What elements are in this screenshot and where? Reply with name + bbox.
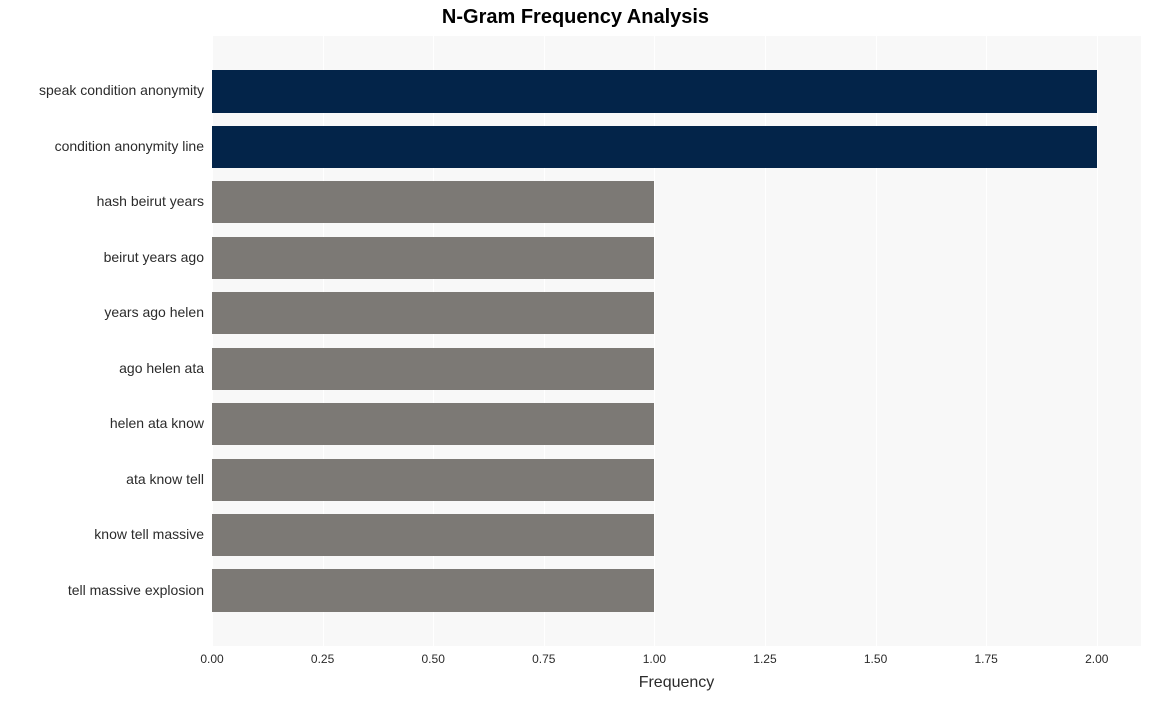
bar [212,348,654,390]
bar [212,459,654,501]
x-tick-label: 1.25 [753,652,776,666]
x-tick-label: 0.75 [532,652,555,666]
bar [212,181,654,223]
chart-title: N-Gram Frequency Analysis [0,6,1151,29]
x-tick-label: 0.00 [200,652,223,666]
y-tick-label: condition anonymity line [2,138,204,154]
y-tick-label: ata know tell [2,471,204,487]
bar [212,70,1097,112]
x-tick-label: 1.75 [974,652,997,666]
x-tick-label: 0.50 [422,652,445,666]
y-tick-label: beirut years ago [2,249,204,265]
bar [212,126,1097,168]
bar [212,292,654,334]
x-axis-title: Frequency [212,674,1141,692]
y-tick-label: hash beirut years [2,193,204,209]
bar [212,569,654,611]
plot-area [212,36,1141,646]
x-tick-label: 2.00 [1085,652,1108,666]
bar [212,514,654,556]
y-tick-label: tell massive explosion [2,582,204,598]
y-tick-label: know tell massive [2,526,204,542]
ngram-frequency-chart: N-Gram Frequency Analysis speak conditio… [0,0,1151,701]
x-tick-label: 1.00 [643,652,666,666]
y-tick-label: ago helen ata [2,360,204,376]
y-tick-label: helen ata know [2,415,204,431]
y-tick-label: years ago helen [2,304,204,320]
x-tick-label: 0.25 [311,652,334,666]
grid-line [1097,36,1098,646]
x-tick-label: 1.50 [864,652,887,666]
bar [212,403,654,445]
y-tick-label: speak condition anonymity [2,82,204,98]
bar [212,237,654,279]
